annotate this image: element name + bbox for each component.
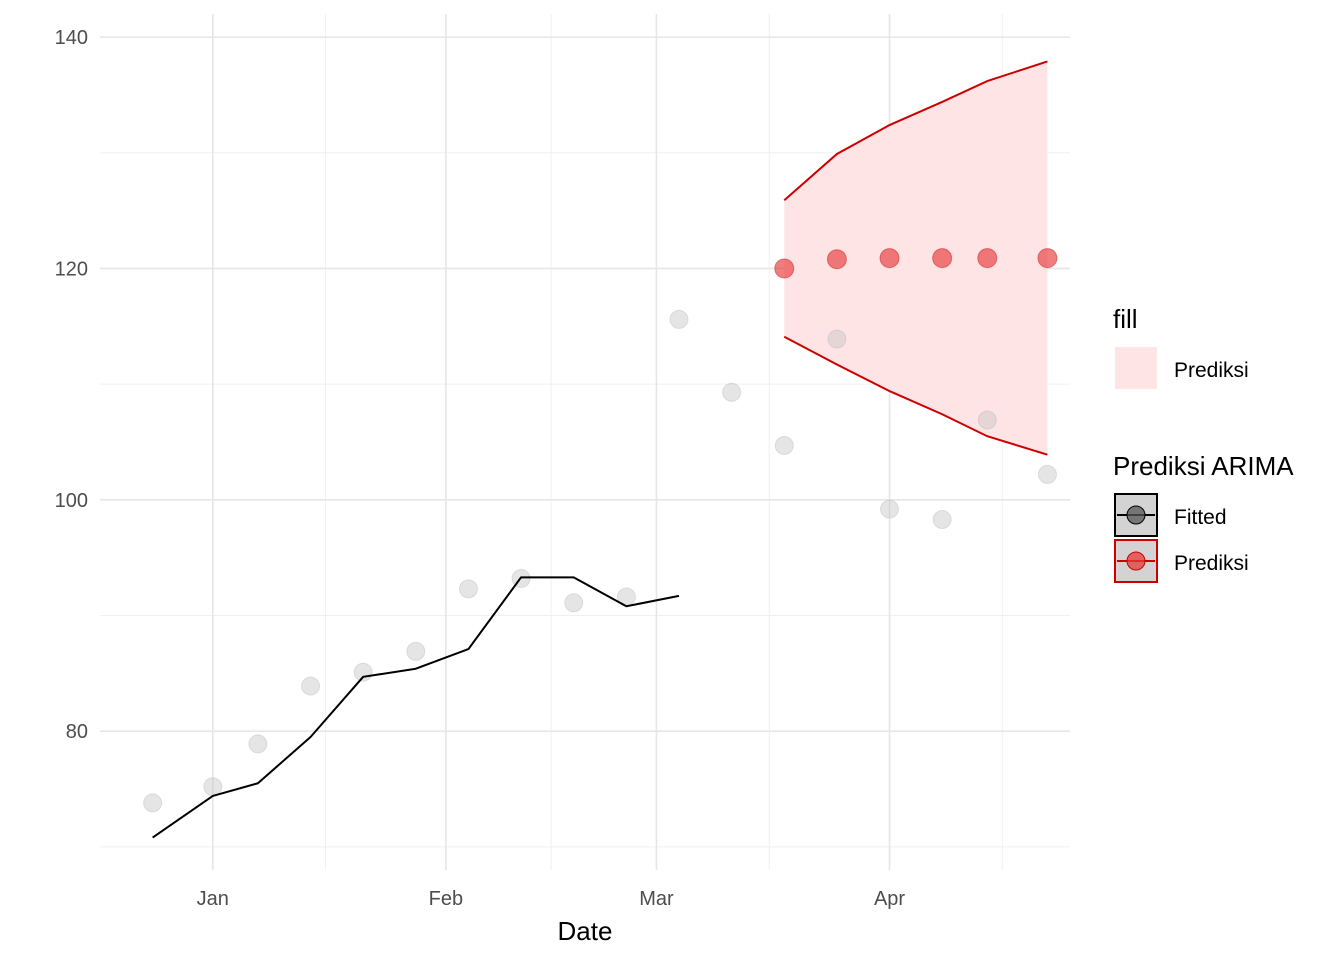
legend-key-point xyxy=(1126,551,1146,571)
interval-lower-line xyxy=(783,335,1048,456)
x-tick-label: Apr xyxy=(874,888,905,910)
y-tick-label: 140 xyxy=(55,27,88,49)
actual-point xyxy=(977,410,997,430)
grid-minor xyxy=(100,14,1070,870)
actual-point xyxy=(143,793,163,813)
y-tick-label: 120 xyxy=(55,258,88,280)
legend-key-point xyxy=(1126,505,1146,525)
legend-label-arima: Fitted xyxy=(1174,506,1227,529)
actual-point xyxy=(203,777,223,797)
legend-label-fill-prediksi: Prediksi xyxy=(1174,359,1249,382)
actual-point xyxy=(774,435,794,455)
actual-point xyxy=(353,662,373,682)
actual-point xyxy=(932,510,952,530)
actual-points xyxy=(143,309,1057,813)
interval-ribbon xyxy=(784,61,1048,455)
y-axis-ticks: 80 100 120 140 xyxy=(55,27,88,743)
y-tick-label: 100 xyxy=(55,490,88,512)
prediction-point xyxy=(879,248,900,269)
y-tick-label: 80 xyxy=(66,721,88,743)
x-tick-label: Jan xyxy=(197,888,229,910)
prediction-point xyxy=(774,258,795,279)
x-axis-ticks: Jan Feb Mar Apr xyxy=(197,888,906,910)
legend-key-fill-prediksi xyxy=(1115,347,1157,389)
interval-upper-line xyxy=(783,60,1048,201)
prediction-points xyxy=(774,248,1058,279)
legend-title-fill: fill xyxy=(1113,304,1138,334)
actual-point xyxy=(248,734,268,754)
actual-point xyxy=(406,641,426,661)
actual-point xyxy=(827,329,847,349)
legend: fill Prediksi Prediksi ARIMA Fitted Prediksi xyxy=(1113,304,1294,583)
actual-point xyxy=(722,382,742,402)
actual-point xyxy=(1037,464,1057,484)
prediction-point xyxy=(932,248,953,269)
x-axis-title: Date xyxy=(558,916,613,946)
grid-major xyxy=(100,14,1070,870)
prediction-point xyxy=(1037,248,1058,269)
prediction-interval xyxy=(783,60,1048,456)
actual-point xyxy=(458,579,478,599)
x-tick-label: Feb xyxy=(429,888,463,910)
actual-point xyxy=(301,676,321,696)
fitted-series-line xyxy=(152,576,680,839)
fitted-line xyxy=(152,576,680,839)
actual-point xyxy=(564,593,584,613)
actual-point xyxy=(669,309,689,329)
prediction-point xyxy=(826,249,847,270)
x-tick-label: Mar xyxy=(639,888,674,910)
prediction-point xyxy=(977,248,998,269)
legend-title-arima: Prediksi ARIMA xyxy=(1113,451,1294,481)
actual-point xyxy=(880,499,900,519)
legend-label-arima: Prediksi xyxy=(1174,552,1249,575)
